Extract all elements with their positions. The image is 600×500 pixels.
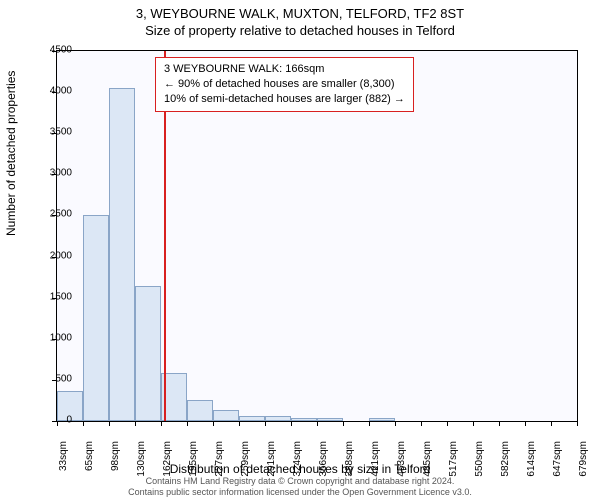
y-tick-label: 4000 xyxy=(32,86,72,97)
y-tick-label: 0 xyxy=(32,415,72,426)
x-tick xyxy=(577,421,578,426)
histogram-bar xyxy=(109,88,135,421)
x-tick xyxy=(343,421,344,426)
y-tick-label: 3500 xyxy=(32,127,72,138)
histogram-bar xyxy=(239,416,265,421)
plot-area: 3 WEYBOURNE WALK: 166sqm← 90% of detache… xyxy=(56,50,578,422)
annotation-box: 3 WEYBOURNE WALK: 166sqm← 90% of detache… xyxy=(155,57,414,112)
y-tick-label: 1000 xyxy=(32,332,72,343)
footer-line-2: Contains public sector information licen… xyxy=(0,487,600,498)
x-tick xyxy=(525,421,526,426)
y-tick-label: 3000 xyxy=(32,168,72,179)
x-tick xyxy=(499,421,500,426)
x-tick xyxy=(473,421,474,426)
histogram-bar xyxy=(265,416,291,421)
x-tick xyxy=(317,421,318,426)
x-tick-label: 517sqm xyxy=(448,441,459,481)
x-tick-label: 388sqm xyxy=(344,441,355,481)
x-tick-label: 582sqm xyxy=(500,441,511,481)
x-tick-label: 356sqm xyxy=(318,441,329,481)
x-tick xyxy=(395,421,396,426)
x-tick xyxy=(239,421,240,426)
x-tick-label: 227sqm xyxy=(214,441,225,481)
histogram-bar xyxy=(369,418,395,421)
y-tick-label: 4500 xyxy=(32,45,72,56)
x-tick-label: 162sqm xyxy=(162,441,173,481)
histogram-bar xyxy=(83,215,109,421)
x-tick xyxy=(551,421,552,426)
x-tick-label: 98sqm xyxy=(110,441,121,481)
title-address: 3, WEYBOURNE WALK, MUXTON, TELFORD, TF2 … xyxy=(0,6,600,23)
x-tick-label: 421sqm xyxy=(370,441,381,481)
x-tick xyxy=(135,421,136,426)
chart-container: 3, WEYBOURNE WALK, MUXTON, TELFORD, TF2 … xyxy=(0,6,600,500)
x-tick-label: 485sqm xyxy=(422,441,433,481)
x-tick xyxy=(369,421,370,426)
y-tick-label: 500 xyxy=(32,373,72,384)
x-tick xyxy=(291,421,292,426)
x-tick xyxy=(447,421,448,426)
x-tick-label: 65sqm xyxy=(84,441,95,481)
x-tick-label: 33sqm xyxy=(58,441,69,481)
x-tick-label: 259sqm xyxy=(240,441,251,481)
histogram-bar xyxy=(317,418,343,421)
annotation-line: ← 90% of detached houses are smaller (8,… xyxy=(164,77,405,92)
histogram-bar xyxy=(187,400,213,421)
x-tick-label: 614sqm xyxy=(526,441,537,481)
y-axis-label: Number of detached properties xyxy=(4,71,18,236)
annotation-line: 3 WEYBOURNE WALK: 166sqm xyxy=(164,62,405,77)
x-tick xyxy=(421,421,422,426)
histogram-bar xyxy=(291,418,317,421)
title-subtitle: Size of property relative to detached ho… xyxy=(0,23,600,40)
x-tick xyxy=(213,421,214,426)
x-tick-label: 679sqm xyxy=(578,441,589,481)
annotation-line: 10% of semi-detached houses are larger (… xyxy=(164,92,405,107)
x-tick xyxy=(187,421,188,426)
x-tick-label: 130sqm xyxy=(136,441,147,481)
y-tick-label: 2000 xyxy=(32,250,72,261)
x-tick-label: 195sqm xyxy=(188,441,199,481)
x-tick-label: 324sqm xyxy=(292,441,303,481)
y-tick-label: 2500 xyxy=(32,209,72,220)
x-tick-label: 647sqm xyxy=(552,441,563,481)
histogram-bar xyxy=(213,410,239,422)
x-tick xyxy=(161,421,162,426)
x-tick xyxy=(83,421,84,426)
x-tick-label: 550sqm xyxy=(474,441,485,481)
x-tick-label: 291sqm xyxy=(266,441,277,481)
x-tick-label: 453sqm xyxy=(396,441,407,481)
x-tick xyxy=(109,421,110,426)
x-tick xyxy=(265,421,266,426)
y-tick-label: 1500 xyxy=(32,291,72,302)
histogram-bar xyxy=(135,286,161,421)
